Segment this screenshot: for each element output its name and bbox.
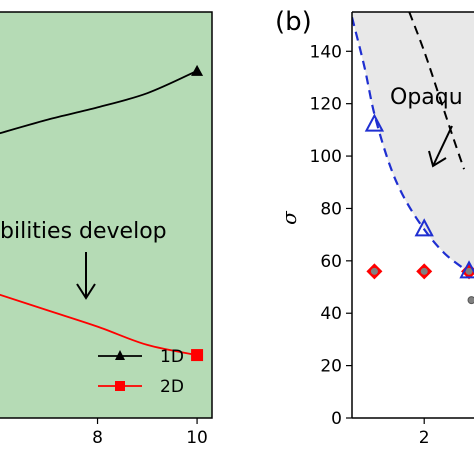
- marker-blue-triangle: [459, 260, 474, 279]
- panel-label-b: (b): [275, 7, 312, 37]
- left-legend: 1D 2D: [98, 347, 184, 397]
- legend-item-1d: 1D: [98, 347, 184, 367]
- legend-label-1d: 1D: [160, 347, 184, 367]
- left-markers: [191, 64, 204, 362]
- marker-blue-triangle: [364, 113, 385, 132]
- right-y-tick-label: 100: [310, 147, 342, 167]
- right-y-tick-label: 40: [320, 304, 342, 324]
- marker-grey-point: [467, 296, 474, 305]
- opaque-region: [352, 12, 474, 274]
- legend-item-2d: 2D: [98, 377, 184, 397]
- left-panel: 8 10 bilities develop 1D 2D: [0, 11, 213, 448]
- left-x-tick-label: 10: [186, 428, 208, 448]
- right-y-tick-label: 0: [331, 409, 342, 429]
- marker-grey-dot: [465, 267, 473, 275]
- right-y-ticks: 0 20 40 60 80 100 120 140: [310, 42, 352, 429]
- legend-label-2d: 2D: [160, 377, 184, 397]
- right-y-tick-label: 80: [320, 199, 342, 219]
- series-1d-line: [0, 70, 198, 135]
- right-x-ticks: 2: [419, 418, 430, 448]
- right-y-tick-label: 120: [310, 95, 342, 115]
- boundary-blue-dashed: [352, 16, 474, 275]
- right-y-tick-label: 140: [310, 42, 342, 62]
- region-label: Opaqu: [390, 85, 463, 110]
- region-arrow: [428, 125, 453, 168]
- right-y-tick-label: 20: [320, 357, 342, 377]
- right-y-tick-label: 60: [320, 252, 342, 272]
- right-markers: [364, 113, 474, 305]
- marker-grey-dot: [420, 267, 428, 275]
- marker-2d-square: [191, 349, 204, 362]
- right-x-tick-label: 2: [419, 428, 430, 448]
- series-2d-line: [0, 293, 198, 356]
- left-annotation: bilities develop: [0, 219, 167, 244]
- left-x-tick-label: 8: [92, 428, 103, 448]
- annotation-arrow: [76, 252, 96, 300]
- y-axis-label: σ: [277, 210, 301, 225]
- marker-grey-dot: [370, 267, 378, 275]
- right-panel: Opaqu 0 20 40 60 80 100 120 140 2 (b) σ: [275, 7, 474, 448]
- left-x-ticks: 8 10: [92, 418, 208, 448]
- marker-1d-triangle: [191, 64, 204, 76]
- marker-blue-triangle: [414, 218, 434, 237]
